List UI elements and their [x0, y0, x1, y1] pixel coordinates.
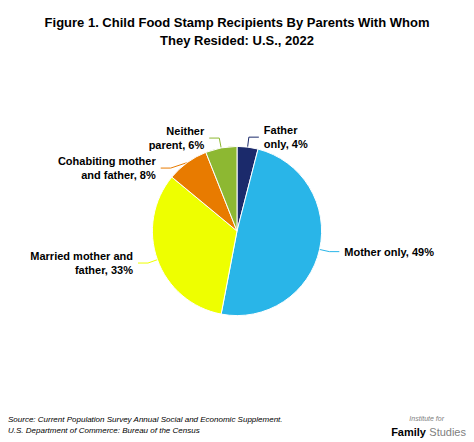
- svg-text:Figure 1. Child Food Stamp Rec: Figure 1. Child Food Stamp Recipients By…: [45, 15, 430, 30]
- svg-text:Source: Current Population Sur: Source: Current Population Survey Annual…: [8, 415, 283, 424]
- svg-text:Family: Family: [391, 426, 427, 438]
- svg-text:father, 33%: father, 33%: [75, 264, 133, 276]
- svg-text:They Resided: U.S., 2022: They Resided: U.S., 2022: [160, 33, 314, 48]
- svg-text:Cohabiting mother: Cohabiting mother: [58, 155, 156, 167]
- svg-text:Married mother and: Married mother and: [30, 250, 133, 262]
- svg-text:Neither: Neither: [166, 125, 205, 137]
- svg-text:parent, 6%: parent, 6%: [149, 139, 205, 151]
- svg-text:only, 4%: only, 4%: [264, 138, 308, 150]
- svg-text:and father, 8%: and father, 8%: [81, 169, 156, 181]
- svg-text:U.S. Department of Commerce: B: U.S. Department of Commerce: Bureau of t…: [8, 426, 200, 435]
- svg-text:Institute for: Institute for: [409, 415, 444, 422]
- svg-text:Father: Father: [264, 124, 298, 136]
- svg-text:Mother only, 49%: Mother only, 49%: [344, 246, 434, 258]
- svg-text:Studies: Studies: [429, 426, 466, 438]
